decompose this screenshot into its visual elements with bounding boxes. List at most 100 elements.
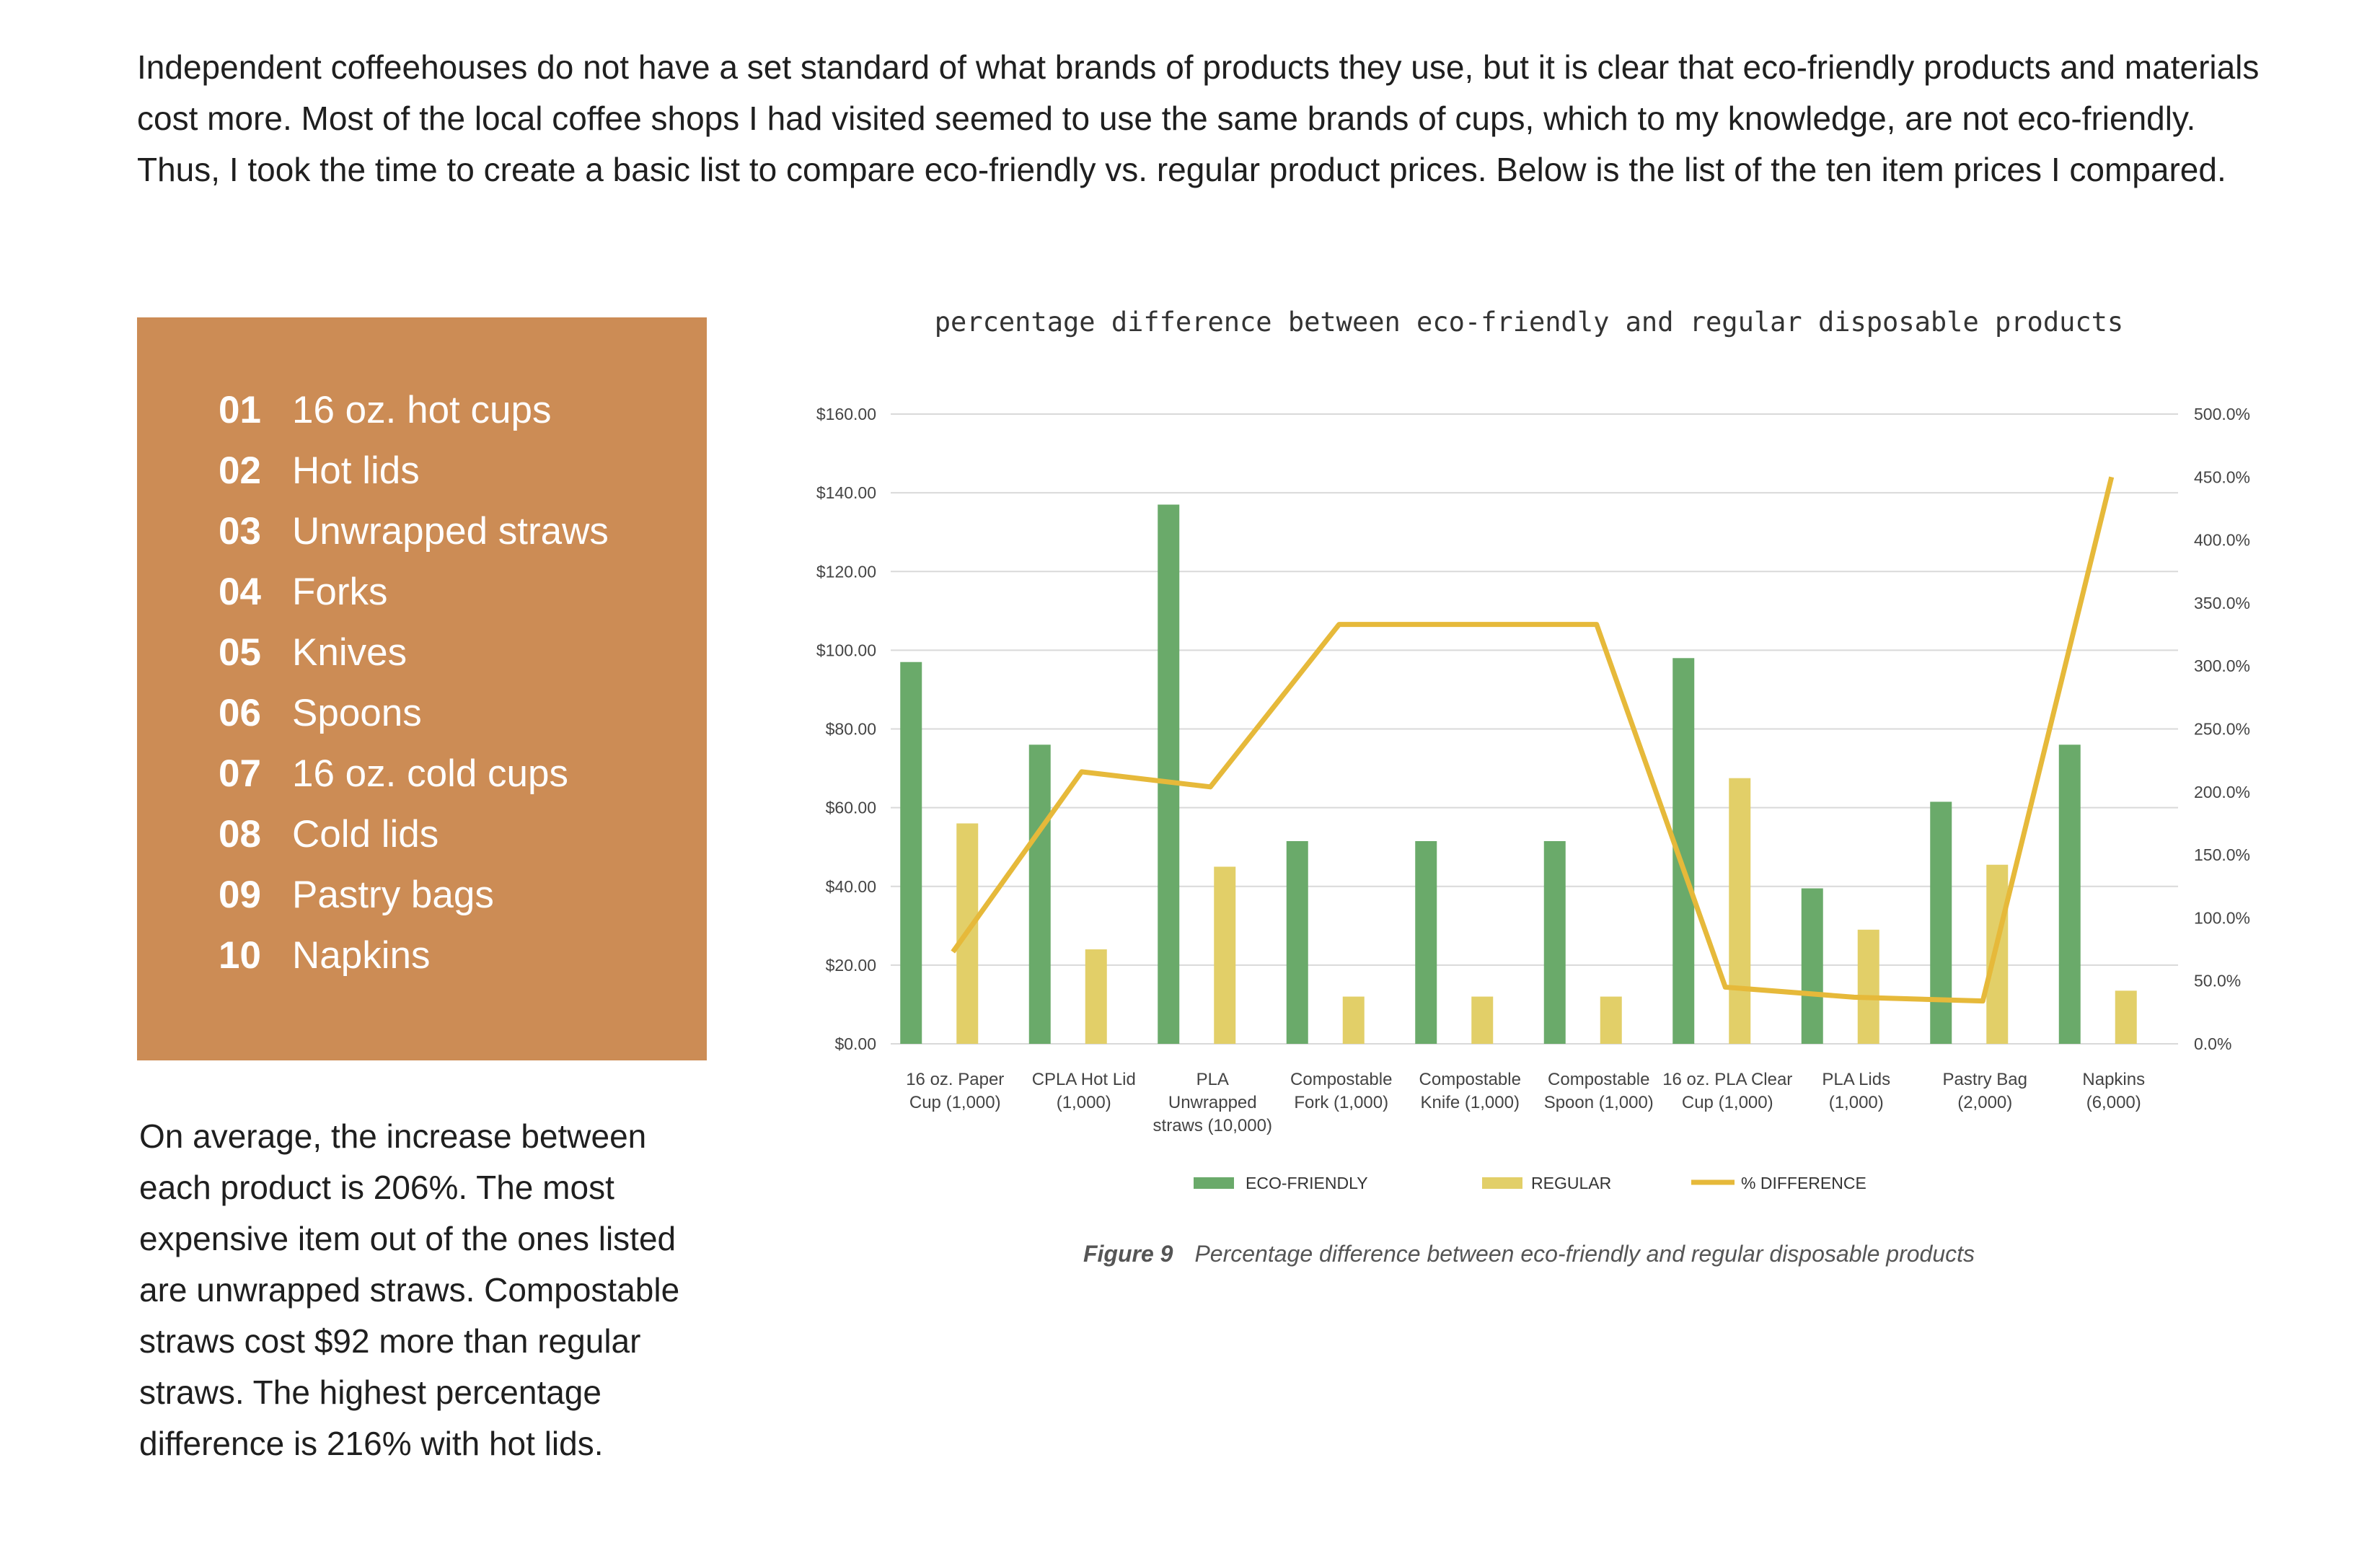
bar-regular xyxy=(1600,996,1622,1044)
y-left-tick-label: $0.00 xyxy=(834,1034,876,1053)
list-item: 09 Pastry bags xyxy=(219,873,609,933)
y-right-tick-label: 0.0% xyxy=(2194,1034,2231,1053)
list-item-number: 07 xyxy=(219,752,261,795)
y-right-tick-label: 350.0% xyxy=(2194,594,2250,612)
y-right-tick-label: 150.0% xyxy=(2194,845,2250,864)
list-item: 01 16 oz. hot cups xyxy=(219,388,609,449)
list-item-number: 02 xyxy=(219,449,261,492)
x-tick-label: PLA Lids xyxy=(1822,1070,1890,1089)
list-item-label: Unwrapped straws xyxy=(292,510,609,553)
figure-caption: Figure 9 Percentage difference between ec… xyxy=(786,1241,2272,1267)
list-item-label: Hot lids xyxy=(292,449,420,492)
x-tick-label: Spoon (1,000) xyxy=(1544,1093,1654,1112)
x-tick-label: Fork (1,000) xyxy=(1294,1093,1388,1112)
legend-label-regular: REGULAR xyxy=(1531,1174,1611,1192)
bar-eco-friendly xyxy=(1028,744,1051,1044)
list-item: 02 Hot lids xyxy=(219,449,609,509)
y-left-tick-label: $40.00 xyxy=(826,877,876,896)
summary-paragraph: On average, the increase between each pr… xyxy=(139,1117,680,1462)
y-right-tick-label: 450.0% xyxy=(2194,467,2250,486)
x-tick-label: straws (10,000) xyxy=(1153,1116,1272,1135)
legend-swatch-eco-friendly xyxy=(1194,1177,1234,1189)
x-tick-label: Napkins xyxy=(2082,1070,2145,1089)
list-item-label: 16 oz. cold cups xyxy=(292,752,569,795)
list-item: 03 Unwrapped straws xyxy=(219,509,609,570)
bar-regular xyxy=(1342,996,1365,1044)
x-tick-label: Cup (1,000) xyxy=(909,1093,1001,1112)
list-item-label: Knives xyxy=(292,631,407,674)
y-left-tick-label: $20.00 xyxy=(826,956,876,975)
line-percent-difference xyxy=(951,476,2115,1004)
bar-eco-friendly xyxy=(1415,841,1437,1044)
x-tick-label: Compostable xyxy=(1290,1070,1392,1089)
list-item: 04 Forks xyxy=(219,570,609,630)
list-item-number: 01 xyxy=(219,389,261,431)
list-item: 08 Cold lids xyxy=(219,812,609,873)
y-right-tick-label: 400.0% xyxy=(2194,531,2250,550)
x-tick-label: Knife (1,000) xyxy=(1421,1093,1520,1112)
x-tick-label: (1,000) xyxy=(1829,1093,1884,1112)
bar-eco-friendly xyxy=(1158,504,1180,1044)
list-item-number: 09 xyxy=(219,874,261,916)
y-left-tick-label: $80.00 xyxy=(826,720,876,739)
x-tick-label: PLA xyxy=(1196,1070,1229,1089)
bar-eco-friendly xyxy=(1930,801,1952,1044)
x-tick-label: 16 oz. Paper xyxy=(906,1070,1004,1089)
items-list-box: 01 16 oz. hot cups 02 Hot lids 03 Unwrapped s… xyxy=(137,317,707,1060)
bar-regular xyxy=(1085,949,1107,1044)
x-tick-label: Compostable xyxy=(1419,1070,1521,1089)
list-item-label: Cold lids xyxy=(292,813,439,856)
list-item: 06 Spoons xyxy=(219,691,609,752)
y-left-tick-label: $60.00 xyxy=(826,799,876,817)
bar-regular xyxy=(1986,864,2009,1044)
list-item-label: Pastry bags xyxy=(292,874,494,916)
list-item-number: 08 xyxy=(219,813,261,856)
intro-paragraph: Independent coffeehouses do not have a s… xyxy=(137,48,2260,188)
list-item-label: Napkins xyxy=(292,934,431,977)
legend-label-eco-friendly: ECO-FRIENDLY xyxy=(1246,1174,1368,1192)
y-left-tick-label: $100.00 xyxy=(816,641,876,659)
bar-regular xyxy=(2115,990,2137,1044)
bar-regular xyxy=(1471,996,1494,1044)
x-tick-label: (2,000) xyxy=(1957,1093,2012,1112)
list-item-label: Forks xyxy=(292,571,388,613)
bar-regular xyxy=(1857,929,1879,1044)
bar-regular xyxy=(1214,866,1236,1044)
y-right-tick-label: 300.0% xyxy=(2194,656,2250,675)
bar-eco-friendly xyxy=(1543,841,1566,1044)
x-tick-label: Compostable xyxy=(1548,1070,1649,1089)
y-left-tick-label: $120.00 xyxy=(816,562,876,581)
figure-label: Figure 9 xyxy=(1083,1241,1173,1267)
list-item-number: 04 xyxy=(219,571,261,613)
list-item-number: 05 xyxy=(219,631,261,674)
bar-eco-friendly xyxy=(900,661,922,1044)
x-tick-label: Pastry Bag xyxy=(1943,1070,2027,1089)
list-item-number: 03 xyxy=(219,510,261,553)
list-item-number: 06 xyxy=(219,692,261,734)
items-list: 01 16 oz. hot cups 02 Hot lids 03 Unwrapped s… xyxy=(219,388,609,994)
y-left-tick-label: $160.00 xyxy=(816,405,876,423)
y-right-tick-label: 100.0% xyxy=(2194,908,2250,927)
x-tick-label: 16 oz. PLA Clear xyxy=(1662,1070,1792,1089)
chart-title: percentage difference between eco-friend… xyxy=(934,307,2124,338)
list-item: 05 Knives xyxy=(219,630,609,691)
x-tick-label: Unwrapped xyxy=(1168,1093,1257,1112)
list-item: 10 Napkins xyxy=(219,933,609,994)
y-right-tick-label: 250.0% xyxy=(2194,720,2250,739)
chart-svg: $0.00 $20.00 $40.00 $60.00 $80.00 $100.00 $120… xyxy=(816,405,2250,1192)
bar-regular xyxy=(1729,778,1751,1044)
y-right-tick-label: 200.0% xyxy=(2194,783,2250,801)
x-tick-label: (6,000) xyxy=(2086,1093,2141,1112)
list-item-label: 16 oz. hot cups xyxy=(292,389,552,431)
y-left-tick-label: $140.00 xyxy=(816,483,876,502)
legend-swatch-regular xyxy=(1482,1177,1522,1189)
figure-caption-text: Percentage difference between eco-friend… xyxy=(1194,1241,1975,1267)
legend-label-percent-difference: % DIFFERENCE xyxy=(1741,1174,1866,1192)
x-tick-label: Cup (1,000) xyxy=(1682,1093,1773,1112)
bar-eco-friendly xyxy=(1801,888,1823,1044)
list-item: 07 16 oz. cold cups xyxy=(219,752,609,812)
x-tick-label: (1,000) xyxy=(1057,1093,1111,1112)
list-item-number: 10 xyxy=(219,934,261,977)
y-right-tick-label: 50.0% xyxy=(2194,972,2241,990)
y-right-tick-label: 500.0% xyxy=(2194,405,2250,423)
